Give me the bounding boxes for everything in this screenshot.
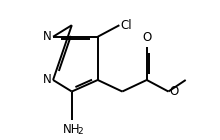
Text: N: N — [43, 74, 52, 87]
Text: O: O — [142, 31, 151, 44]
Text: NH: NH — [63, 123, 81, 136]
Text: N: N — [43, 30, 52, 43]
Text: 2: 2 — [77, 127, 82, 136]
Text: O: O — [170, 85, 179, 98]
Text: Cl: Cl — [121, 19, 132, 32]
